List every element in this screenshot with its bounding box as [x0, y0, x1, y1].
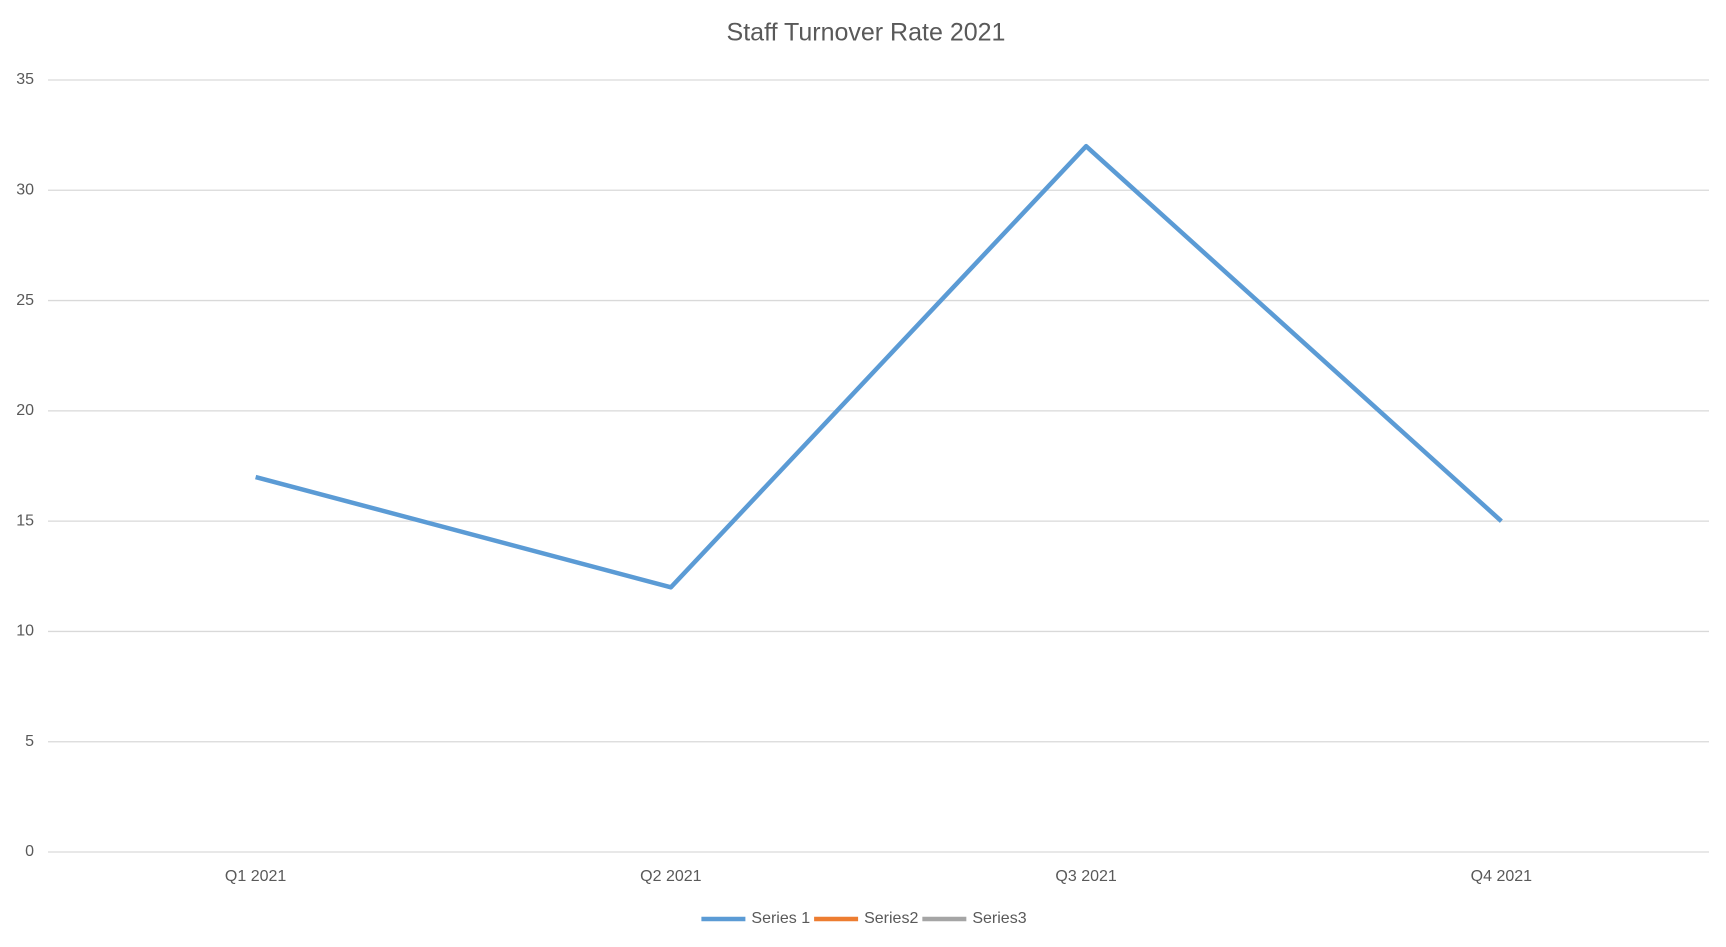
x-tick-label: Q3 2021 [1055, 868, 1116, 885]
y-tick-label: 0 [25, 843, 34, 860]
legend-label: Series3 [972, 910, 1026, 927]
y-tick-label: 20 [16, 402, 34, 419]
legend-label: Series2 [864, 910, 918, 927]
x-tick-label: Q2 2021 [640, 868, 701, 885]
x-tick-label: Q1 2021 [225, 868, 286, 885]
legend-label: Series 1 [751, 910, 810, 927]
y-tick-label: 35 [16, 71, 34, 88]
y-tick-label: 30 [16, 182, 34, 199]
y-tick-label: 25 [16, 292, 34, 309]
y-tick-label: 10 [16, 623, 34, 640]
y-tick-label: 5 [25, 733, 34, 750]
data-line [255, 143, 1503, 590]
y-tick-label: 15 [16, 512, 34, 529]
x-tick-label: Q4 2021 [1471, 868, 1532, 885]
chart-title: Staff Turnover Rate 2021 [727, 19, 1006, 47]
